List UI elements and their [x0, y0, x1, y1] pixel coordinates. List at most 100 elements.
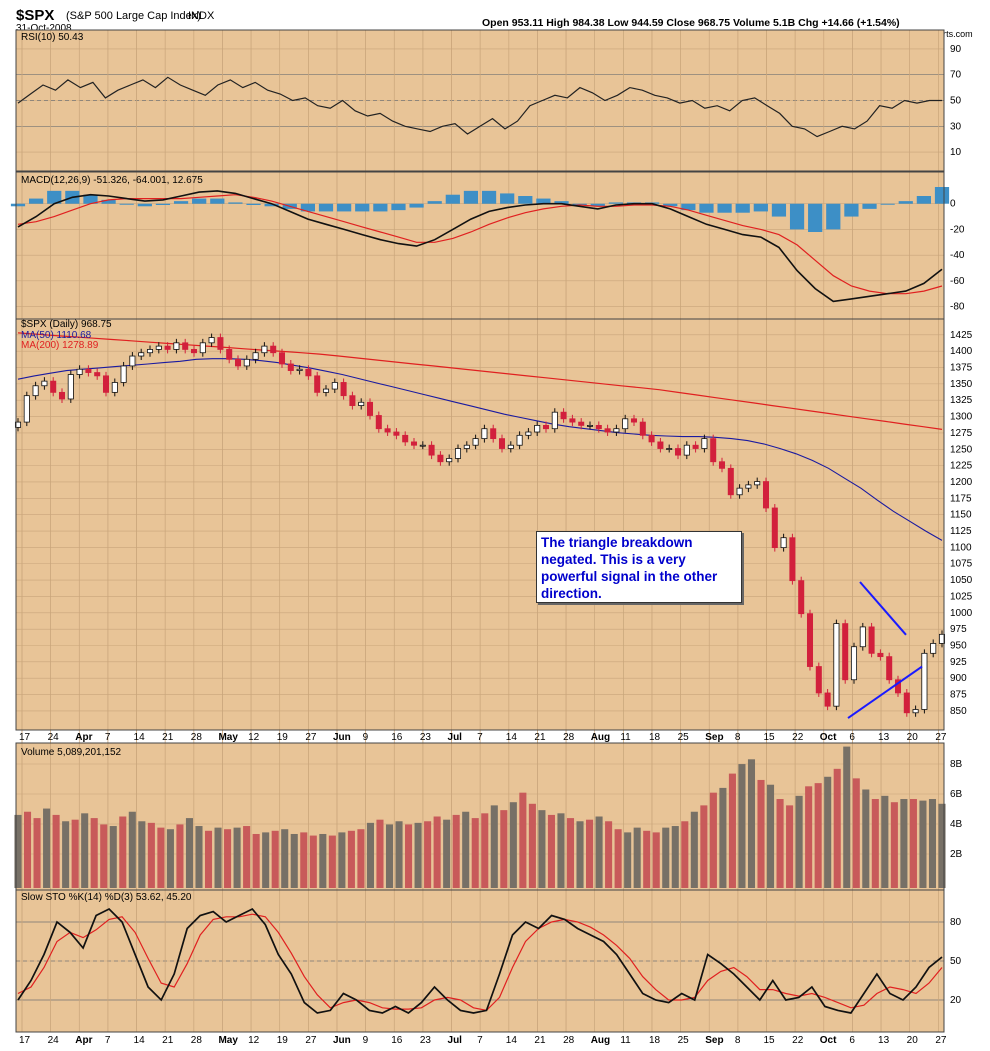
x-tick-label: 6	[849, 732, 855, 743]
volume-bar	[767, 784, 775, 888]
volume-bar	[81, 813, 89, 888]
candle	[903, 692, 910, 714]
candle	[868, 626, 875, 654]
candle	[208, 337, 215, 344]
volume-bar	[224, 829, 232, 888]
volume-bar	[471, 818, 479, 888]
volume-bar	[528, 803, 536, 888]
x-tick-label: 9	[363, 732, 369, 743]
candle	[384, 428, 391, 433]
x-tick-label: 15	[764, 732, 776, 743]
volume-bar	[843, 746, 851, 888]
volume-bar	[890, 802, 898, 888]
x-tick-label: Jun	[333, 732, 351, 743]
candle	[833, 623, 840, 707]
x-tick-label: 9	[363, 1035, 369, 1046]
volume-bar	[90, 818, 98, 888]
volume-bar	[595, 816, 603, 888]
macd-histogram-bar	[590, 203, 605, 207]
candle	[718, 461, 726, 469]
y-tick-label: 1375	[950, 363, 973, 374]
candle	[842, 623, 849, 681]
volume-bar	[62, 821, 70, 888]
volume-bar	[376, 819, 384, 888]
candle	[622, 418, 629, 430]
x-tick-label: 22	[792, 1035, 804, 1046]
y-tick-label: 1075	[950, 559, 973, 570]
candle	[798, 580, 805, 615]
macd-line	[17, 190, 943, 303]
volume-bar	[262, 832, 270, 888]
x-tick-label: 6	[849, 1035, 855, 1046]
volume-bar	[728, 773, 736, 888]
x-tick-label: 23	[420, 732, 432, 743]
volume-bar	[833, 768, 841, 888]
candle	[930, 643, 937, 654]
price-title: $SPX (Daily) 968.75	[21, 319, 112, 330]
candle	[261, 345, 268, 354]
y-tick-label: 1250	[950, 444, 973, 455]
macd-title: MACD(12,26,9) -51.326, -64.001, 12.675	[21, 175, 203, 186]
y-tick-label: 8B	[950, 759, 963, 770]
candle	[243, 358, 250, 367]
macd-histogram-bar	[192, 198, 207, 204]
candle	[877, 652, 884, 658]
macd-histogram-bar	[83, 194, 98, 204]
volume-bar	[100, 824, 108, 888]
candle	[859, 626, 866, 648]
candle	[692, 444, 699, 449]
y-tick-label: 6B	[950, 789, 963, 800]
macd-histogram-bar	[300, 203, 315, 212]
macd-histogram-bar	[318, 203, 334, 212]
volume-bar	[300, 832, 308, 888]
candle	[129, 355, 136, 367]
macd-histogram-bar	[536, 198, 551, 204]
candle	[393, 431, 400, 436]
macd-histogram-bar	[119, 203, 134, 205]
candle	[340, 382, 347, 397]
candle	[595, 425, 602, 430]
x-tick-label: 25	[678, 732, 690, 743]
volume-bar	[109, 826, 117, 888]
y-tick-label: 1025	[950, 591, 973, 602]
symbol-name: (S&P 500 Large Cap Index)	[66, 10, 201, 22]
x-tick-label: 7	[105, 1035, 111, 1046]
volume-bar	[509, 802, 517, 888]
volume-bar	[319, 833, 327, 888]
stochastic-k-line	[17, 907, 943, 1015]
x-tick-label: 14	[506, 732, 518, 743]
volume-bar	[786, 805, 794, 888]
macd-histogram-bar	[10, 203, 26, 207]
volume-bar	[633, 827, 641, 888]
y-tick-label: 20	[950, 995, 962, 1006]
x-tick-label: Jul	[448, 732, 463, 743]
y-tick-label: 50	[950, 96, 962, 107]
volume-bar	[385, 824, 394, 888]
ma50-line	[17, 358, 943, 541]
y-tick-label: 1275	[950, 428, 973, 439]
candle	[516, 434, 523, 446]
candle	[780, 537, 787, 549]
candle	[217, 337, 224, 350]
candle	[754, 481, 761, 486]
x-tick-label: Aug	[591, 1035, 610, 1046]
candle	[674, 448, 682, 456]
candle	[14, 421, 22, 428]
y-tick-label: -60	[950, 276, 965, 287]
candle	[630, 418, 638, 423]
x-tick-label: 28	[191, 1035, 203, 1046]
volume-bar	[671, 826, 679, 888]
macd-histogram-bar	[699, 203, 714, 213]
macd-histogram-bar	[663, 203, 678, 207]
x-tick-label: Jul	[448, 1035, 463, 1046]
candle	[657, 441, 664, 449]
y-tick-label: 875	[950, 690, 967, 701]
volume-bar	[481, 813, 489, 888]
x-tick-label: Sep	[705, 1035, 723, 1046]
trendline-lower	[847, 665, 923, 719]
y-tick-label: 975	[950, 624, 967, 635]
volume-title: Volume 5,089,201,152	[21, 747, 122, 758]
macd-histogram-bar	[518, 196, 533, 204]
volume-bar	[662, 827, 670, 888]
candle	[736, 487, 743, 496]
